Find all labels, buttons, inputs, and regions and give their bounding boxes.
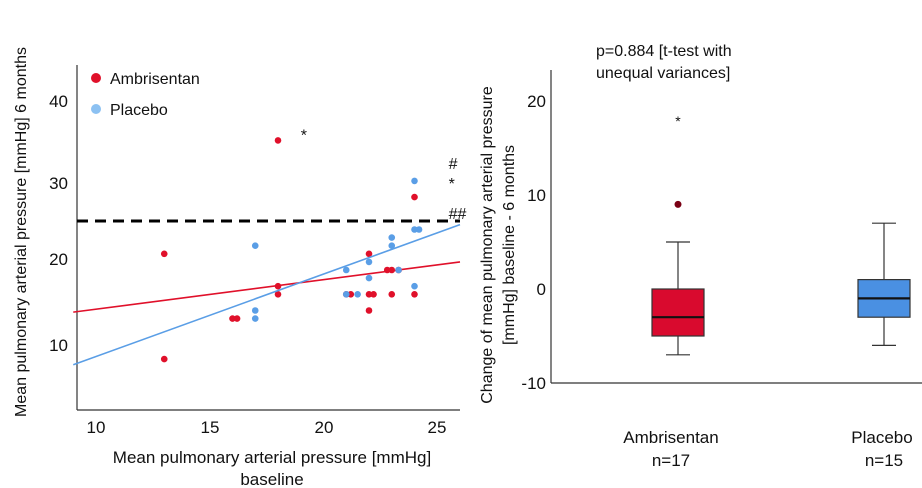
outlier-ambrisentan	[674, 200, 682, 208]
point-ambrisentan	[160, 355, 168, 363]
point-ambrisentan	[411, 291, 418, 298]
point-placebo	[251, 307, 259, 314]
point-ambrisentan	[388, 291, 396, 298]
point-placebo	[342, 291, 350, 298]
point-ambrisentan	[233, 315, 241, 322]
annotation-mark: *	[449, 176, 455, 193]
legend-marker-ambrisentan	[91, 73, 101, 83]
box-ylabel: Change of mean pulmonary arterial pressu…	[479, 86, 496, 404]
legend-marker-placebo	[91, 104, 101, 114]
point-placebo	[342, 266, 350, 274]
legend-label-ambrisentan: Ambrisentan	[110, 71, 200, 88]
box-marks: *	[651, 113, 911, 356]
scatter-xtick: 25	[428, 418, 447, 437]
point-ambrisentan	[411, 193, 418, 201]
point-placebo	[251, 242, 259, 249]
annotation-mark: #	[449, 156, 458, 173]
scatter-ylabel: Mean pulmonary arterial pressure [mmHg] …	[13, 47, 30, 417]
annotation-mark: *	[301, 127, 307, 144]
point-placebo	[365, 274, 373, 282]
point-placebo	[395, 266, 402, 274]
fit-line-ambrisentan	[73, 261, 461, 313]
point-ambrisentan	[274, 137, 282, 144]
scatter-xlabel: Mean pulmonary arterial pressure [mmHg]	[113, 448, 431, 467]
box-ytick: 10	[527, 186, 546, 205]
box-title: p=0.884 [t-test with	[596, 43, 732, 60]
box-group-label-ambrisentan: Ambrisentan	[623, 428, 718, 447]
point-placebo	[415, 226, 423, 233]
point-placebo	[365, 258, 373, 266]
box-ambrisentan	[651, 288, 705, 337]
scatter-ytick: 20	[49, 250, 68, 269]
point-ambrisentan	[365, 250, 373, 258]
point-ambrisentan	[370, 291, 377, 298]
point-ambrisentan	[347, 291, 355, 298]
box-ytick: 20	[527, 92, 546, 111]
box-title-2: unequal variances]	[596, 65, 730, 82]
legend: Ambrisentan Placebo	[91, 71, 200, 119]
point-ambrisentan	[388, 266, 396, 274]
point-placebo	[411, 177, 418, 185]
scatter-xtick: 20	[315, 418, 334, 437]
scatter-xtick: 15	[201, 418, 220, 437]
fit-line-placebo	[72, 223, 461, 366]
point-placebo	[251, 315, 259, 322]
box-chart: Change of mean pulmonary arterial pressu…	[479, 43, 922, 470]
box-ytick: 0	[537, 280, 546, 299]
point-ambrisentan	[383, 266, 391, 274]
legend-label-placebo: Placebo	[110, 102, 168, 119]
point-placebo	[411, 226, 418, 233]
box-ylabel-2: [mmHg] baseline - 6 months	[501, 145, 518, 345]
box-group-n-placebo: n=15	[865, 451, 903, 470]
scatter-chart: Mean pulmonary arterial pressure [mmHg] …	[13, 47, 467, 488]
point-placebo	[388, 242, 396, 249]
point-placebo	[354, 291, 361, 298]
point-ambrisentan	[229, 315, 236, 322]
point-ambrisentan	[160, 250, 168, 258]
point-ambrisentan	[365, 307, 373, 314]
scatter-xtick: 10	[87, 418, 106, 437]
extreme-ambrisentan: *	[675, 113, 681, 129]
box-ytick: -10	[521, 374, 546, 393]
scatter-ytick: 10	[49, 336, 68, 355]
scatter-ytick: 30	[49, 174, 68, 193]
scatter-ytick: 40	[49, 92, 68, 111]
box-group-label-placebo: Placebo	[851, 428, 912, 447]
box-group-n-ambrisentan: n=17	[652, 451, 690, 470]
point-ambrisentan	[365, 291, 373, 298]
point-ambrisentan	[274, 291, 282, 298]
point-placebo	[388, 234, 396, 241]
point-ambrisentan	[274, 282, 282, 290]
annotation-mark: ##	[449, 206, 467, 223]
point-placebo	[411, 282, 418, 290]
scatter-marks: * # * ##	[72, 127, 467, 366]
scatter-xlabel-2: baseline	[240, 470, 303, 488]
